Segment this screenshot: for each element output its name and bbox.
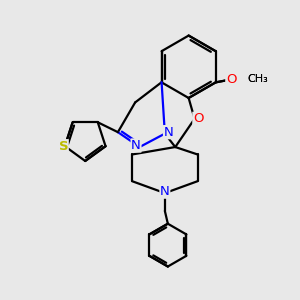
- Text: N: N: [164, 126, 173, 139]
- Text: CH₃: CH₃: [248, 74, 268, 84]
- Text: N: N: [160, 185, 170, 198]
- Text: S: S: [58, 140, 68, 153]
- Text: N: N: [131, 139, 141, 152]
- Text: O: O: [193, 112, 203, 125]
- Text: N: N: [164, 126, 173, 139]
- Text: S: S: [58, 139, 68, 153]
- Text: CH₃: CH₃: [248, 74, 268, 84]
- Text: N: N: [160, 185, 170, 198]
- Text: O: O: [193, 112, 203, 125]
- Text: O: O: [226, 73, 236, 86]
- Text: N: N: [131, 139, 141, 152]
- Text: O: O: [226, 73, 236, 86]
